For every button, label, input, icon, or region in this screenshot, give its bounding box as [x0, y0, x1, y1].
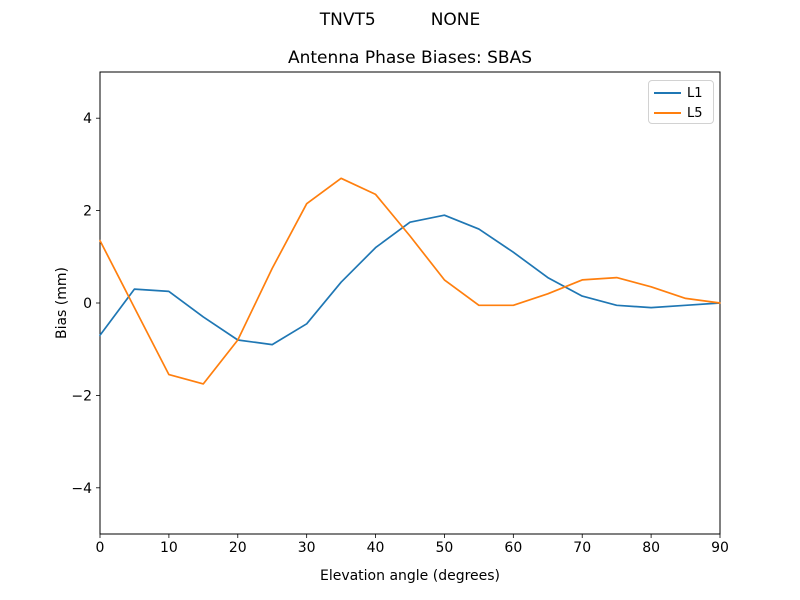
- series-line-l5: [99, 177, 721, 385]
- suptitle-radome: NONE: [430, 10, 481, 30]
- x-tick-label: 90: [711, 540, 729, 556]
- x-tick-label: 30: [298, 540, 316, 556]
- x-axis-label: Elevation angle (degrees): [319, 568, 501, 584]
- x-tick-label: 20: [229, 540, 247, 556]
- y-tick-label: 4: [83, 111, 92, 127]
- x-tick-label: 10: [160, 540, 178, 556]
- plot-border: [99, 71, 721, 535]
- legend-label-l1: L1: [687, 85, 703, 101]
- y-tick-label: 2: [83, 204, 92, 220]
- x-tick-label: 0: [96, 540, 105, 556]
- y-tick-label: −2: [71, 388, 92, 404]
- series-line-l1: [99, 214, 721, 346]
- y-tick-label: 0: [83, 296, 92, 312]
- x-tick-label: 40: [367, 540, 385, 556]
- x-tick-label: 70: [573, 540, 591, 556]
- suptitle-station: TNVT5: [319, 10, 376, 30]
- legend: L1 L5: [648, 80, 714, 124]
- x-tick-label: 60: [504, 540, 522, 556]
- legend-label-l5: L5: [687, 105, 703, 121]
- legend-entry-l5: L5: [654, 103, 713, 123]
- suptitle: TNVT5 NONE: [0, 11, 800, 30]
- y-axis-label: Bias (mm): [54, 266, 70, 340]
- legend-line-sample-l1: [654, 92, 681, 94]
- x-tick-label: 80: [642, 540, 660, 556]
- chart-title: Antenna Phase Biases: SBAS: [287, 48, 533, 68]
- y-tick-label: −4: [71, 481, 92, 497]
- legend-line-sample-l5: [654, 112, 681, 114]
- x-tick-label: 50: [436, 540, 454, 556]
- legend-entry-l1: L1: [654, 83, 713, 103]
